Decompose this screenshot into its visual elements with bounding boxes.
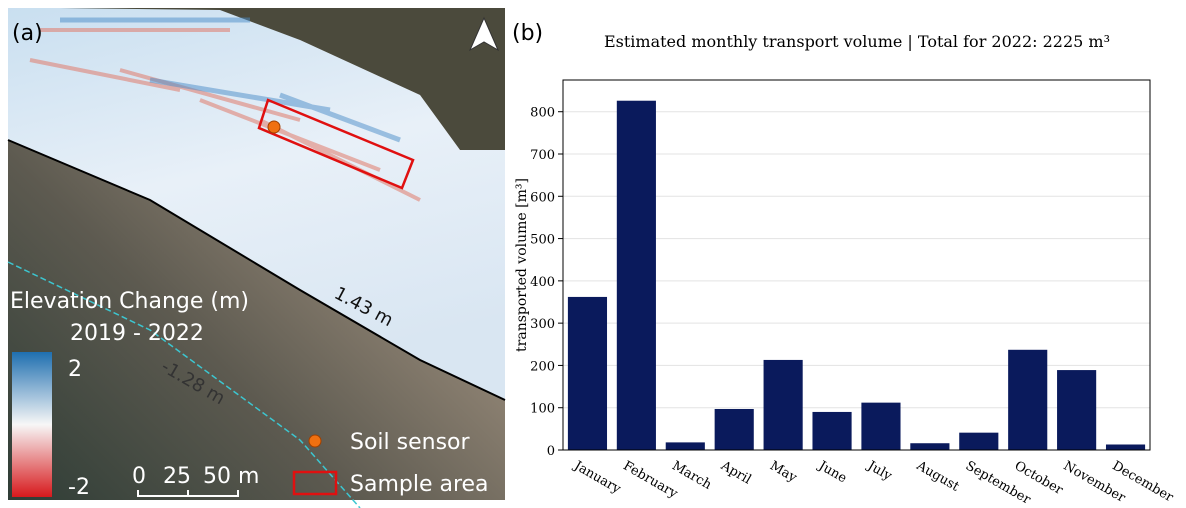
scale-bar: [137, 490, 239, 497]
y-tick-label: 300: [530, 317, 555, 332]
y-tick-label: 500: [530, 233, 555, 248]
scale-label: 50 m: [203, 464, 259, 489]
bar-chart: (b) Estimated monthly transport volume |…: [512, 21, 1176, 508]
elevation-band: [8, 8, 505, 400]
legend-title: Elevation Change (m): [10, 289, 249, 314]
bar: [812, 411, 852, 450]
terrain: [8, 8, 505, 150]
x-tick-label: July: [863, 457, 895, 484]
bar: [959, 432, 999, 450]
map-panel: (a) 1.43 m -1.28 m Elevation Change (m) …: [7, 8, 506, 508]
y-tick-label: 100: [530, 402, 555, 417]
legend-sample: [292, 470, 338, 496]
sample-area: [257, 98, 415, 190]
north-arrow: [468, 16, 500, 52]
legend-min: -2: [68, 475, 90, 500]
chart-title: Estimated monthly transport volume | Tot…: [604, 32, 1110, 51]
bar: [1105, 444, 1146, 450]
scale-label: 25: [163, 464, 191, 489]
y-tick-label: 200: [530, 359, 555, 374]
legend-period: 2019 - 2022: [70, 321, 204, 346]
x-tick-label: May: [767, 458, 800, 486]
x-tick-label: February: [620, 458, 680, 501]
bar: [861, 402, 901, 450]
y-tick-label: 700: [530, 148, 555, 163]
y-tick-label: 800: [530, 106, 555, 121]
y-tick-label: 400: [530, 275, 555, 290]
legend-max: 2: [68, 357, 82, 382]
bar: [763, 359, 803, 450]
y-tick-label: 600: [530, 190, 555, 205]
x-tick-label: June: [814, 457, 849, 486]
colorbar: [12, 352, 52, 497]
y-tick-label: 0: [547, 444, 555, 459]
x-tick-label: April: [717, 458, 753, 488]
accretion: [60, 17, 401, 143]
bar: [616, 100, 656, 450]
legend-label: Soil sensor: [350, 430, 471, 455]
contour-upper: [7, 139, 506, 401]
bar: [567, 296, 608, 450]
x-tick-label: January: [570, 457, 624, 497]
soil-sensor: [267, 120, 281, 134]
legend-sensor: [308, 434, 322, 448]
erosion: [29, 28, 421, 202]
contour-lower: [7, 261, 361, 508]
bar: [665, 442, 705, 450]
x-tick-label: August: [913, 458, 962, 495]
legend-label: Sample area: [350, 472, 489, 497]
bar: [714, 408, 754, 450]
bar: [1057, 370, 1097, 450]
scale-label: 0: [132, 464, 146, 489]
panel-label: (a): [12, 21, 43, 46]
y-axis-label: transported volume [m³]: [514, 178, 530, 352]
bar: [910, 443, 950, 450]
plot-frame: [562, 79, 1151, 451]
bar: [1008, 349, 1048, 450]
panel-label: (b): [512, 21, 543, 46]
